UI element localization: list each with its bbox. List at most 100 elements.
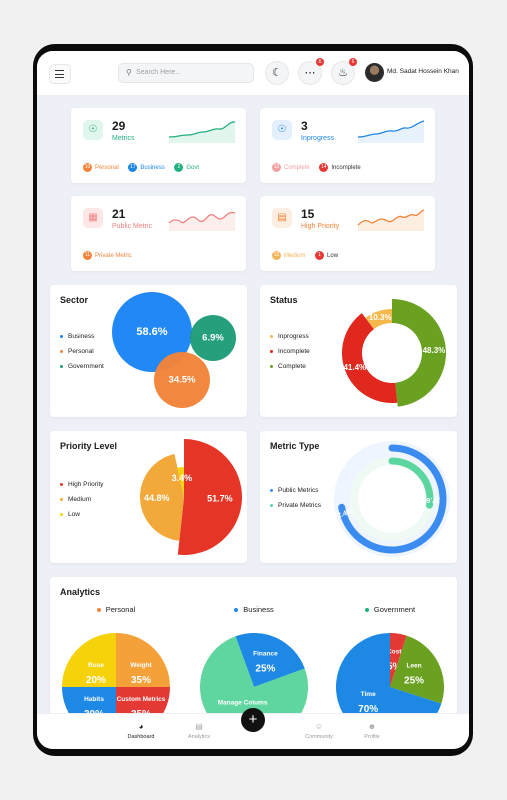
analytics-series-title: Personal xyxy=(76,605,156,614)
legend-item: Private Metrics xyxy=(270,498,321,513)
pie-value-label: 25% xyxy=(255,664,275,675)
sparkline-inprogress xyxy=(357,120,425,143)
pie-label: 51.7% xyxy=(207,493,233,503)
moon-icon[interactable]: ☾ xyxy=(265,61,289,85)
stat-value: 15 xyxy=(301,207,315,221)
add-button[interactable]: + xyxy=(241,708,265,732)
pie-category-label: Weight xyxy=(130,662,152,669)
stat-card-metrics[interactable]: ☉ 29 Metrics 10 Personal 17 Business 2 Govt xyxy=(71,108,246,183)
pie-slice-low xyxy=(177,467,184,497)
user-icon: ☻ xyxy=(367,722,377,731)
legend-item: Inprogress xyxy=(270,329,310,344)
bubble-label: 34.5% xyxy=(169,375,196,386)
legend-dot xyxy=(96,608,101,613)
legend-count: 10 xyxy=(83,163,92,172)
search-input[interactable]: ⚲ Search Here... xyxy=(118,63,254,83)
legend-item: Incomplete xyxy=(270,344,310,359)
sparkline-metrics xyxy=(168,121,236,143)
sparkline-public-metric xyxy=(168,211,236,231)
stat-value: 3 xyxy=(301,119,308,133)
legend-label: Incomplete xyxy=(278,348,310,355)
pie-label: 44.8% xyxy=(144,493,170,503)
pie-label: 3.4% xyxy=(172,473,193,483)
status-donut-chart: 48.3% 41.4% 10.3% xyxy=(342,299,446,407)
avatar[interactable] xyxy=(365,63,384,82)
legend-label: Government xyxy=(373,605,416,614)
legend-label: Business xyxy=(243,605,274,614)
app-screen: ⚲ Search Here... ☾ ⋯ 6 ♨ 6 Md. Sadat Hosse… xyxy=(37,51,469,749)
radial-center xyxy=(358,465,426,533)
analytics-series-title: Business xyxy=(214,605,294,614)
status-legend: Inprogress Incomplete Complete xyxy=(270,329,310,374)
stat-label: Metrics xyxy=(112,135,135,142)
stat-card-public-metric[interactable]: ▦ 21 Public Metric 11 Private Metric xyxy=(71,196,246,271)
nav-label: Analytics xyxy=(187,734,210,740)
radial-bar-public-metrics xyxy=(338,444,447,554)
bottom-nav: ◕ Dashboard ▤ Analytics + ☺ Community ☻ Prof… xyxy=(37,708,469,749)
legend-label: Business xyxy=(68,333,95,340)
legend-item: Public Metrics xyxy=(270,483,321,498)
pie-slice-manage-colums xyxy=(200,636,308,727)
stat-card-inprogress[interactable]: ☉ 3 Inprogress 12 Complete 14 Incomplete xyxy=(260,108,435,183)
legend-label: Personal xyxy=(105,605,136,614)
legend-label: Medium xyxy=(68,496,92,503)
nav-item-analytics[interactable]: ▤ Analytics xyxy=(174,722,224,740)
donut-slice-incomplete xyxy=(342,313,398,403)
nav-label: Profile xyxy=(364,734,380,740)
pie-value-label: 5% xyxy=(387,661,402,672)
sector-legend: Business Personal Government xyxy=(60,329,104,374)
sparkline-high-priority xyxy=(357,209,425,231)
notifications-badge: 6 xyxy=(349,58,357,66)
legend-label: Government xyxy=(68,363,104,370)
legend-item: Low xyxy=(60,507,103,522)
card-title: Status xyxy=(270,295,298,305)
chat-icon[interactable]: ⋯ 6 xyxy=(298,58,324,85)
metric-type-legend: Public Metrics Private Metrics xyxy=(270,483,321,513)
status-card: Status Inprogress Incomplete Complete 48… xyxy=(260,285,457,417)
pie-chart-icon: ◕ xyxy=(138,722,144,731)
bell-icon[interactable]: ♨ 6 xyxy=(331,58,357,85)
legend-label: Inprogress xyxy=(278,333,309,340)
donut-slice-inprogress xyxy=(365,309,392,330)
pie-category-label: Habits xyxy=(84,696,104,703)
legend-item: High Priority xyxy=(60,477,103,492)
legend-label: Personal xyxy=(95,165,119,172)
stat-card-high-priority[interactable]: ▤ 15 High Priority 12 Medium 1 Low xyxy=(260,196,435,271)
pie-category-label: Cost xyxy=(387,648,402,655)
pie-category-label: Ruse xyxy=(88,662,104,669)
legend-count: 12 xyxy=(272,163,281,172)
radial-bar-private-metrics xyxy=(388,457,434,509)
calculator-icon: ▦ xyxy=(83,208,103,228)
donut-label: 10.3% xyxy=(369,313,392,322)
menu-icon[interactable] xyxy=(49,64,71,84)
head-icon: ☉ xyxy=(83,120,103,140)
card-title: Metric Type xyxy=(270,441,320,451)
bubble-label: 58.6% xyxy=(136,326,167,338)
pie-category-label: Custom Metrics xyxy=(117,696,166,703)
pie-slice-finance xyxy=(235,633,305,687)
stat-label: High Priority xyxy=(301,223,340,230)
analytics-series-title: Government xyxy=(350,605,430,614)
nav-item-profile[interactable]: ☻ Profile xyxy=(347,722,397,740)
nav-label: Community xyxy=(305,734,333,740)
card-title: Sector xyxy=(60,295,89,305)
pie-value-label: 20% xyxy=(86,675,106,686)
radial-label: 27.6% xyxy=(419,496,440,503)
user-name[interactable]: Md. Sadat Hossein Khan xyxy=(387,68,459,75)
bubble-label: 6.9% xyxy=(202,333,224,344)
nav-item-dashboard[interactable]: ◕ Dashboard xyxy=(116,722,166,740)
legend-dot xyxy=(364,608,369,613)
pie-slice-leen xyxy=(390,635,444,704)
legend-label: Private Metric xyxy=(95,253,132,260)
pie-value-label: 35% xyxy=(131,675,151,686)
pie-slice-time xyxy=(336,633,442,727)
search-icon: ⚲ xyxy=(126,68,132,77)
metric-type-radial-chart: 72.4%27.6% xyxy=(333,441,450,557)
head-icon: ☉ xyxy=(272,120,292,140)
bubble-business xyxy=(112,292,192,372)
legend-label: Low xyxy=(68,511,80,518)
pie-category-label: Manage Colums xyxy=(218,699,268,706)
nav-item-community[interactable]: ☺ Community xyxy=(294,722,344,740)
legend-label: High Priority xyxy=(68,481,104,488)
card-title: Priority Level xyxy=(60,441,118,451)
